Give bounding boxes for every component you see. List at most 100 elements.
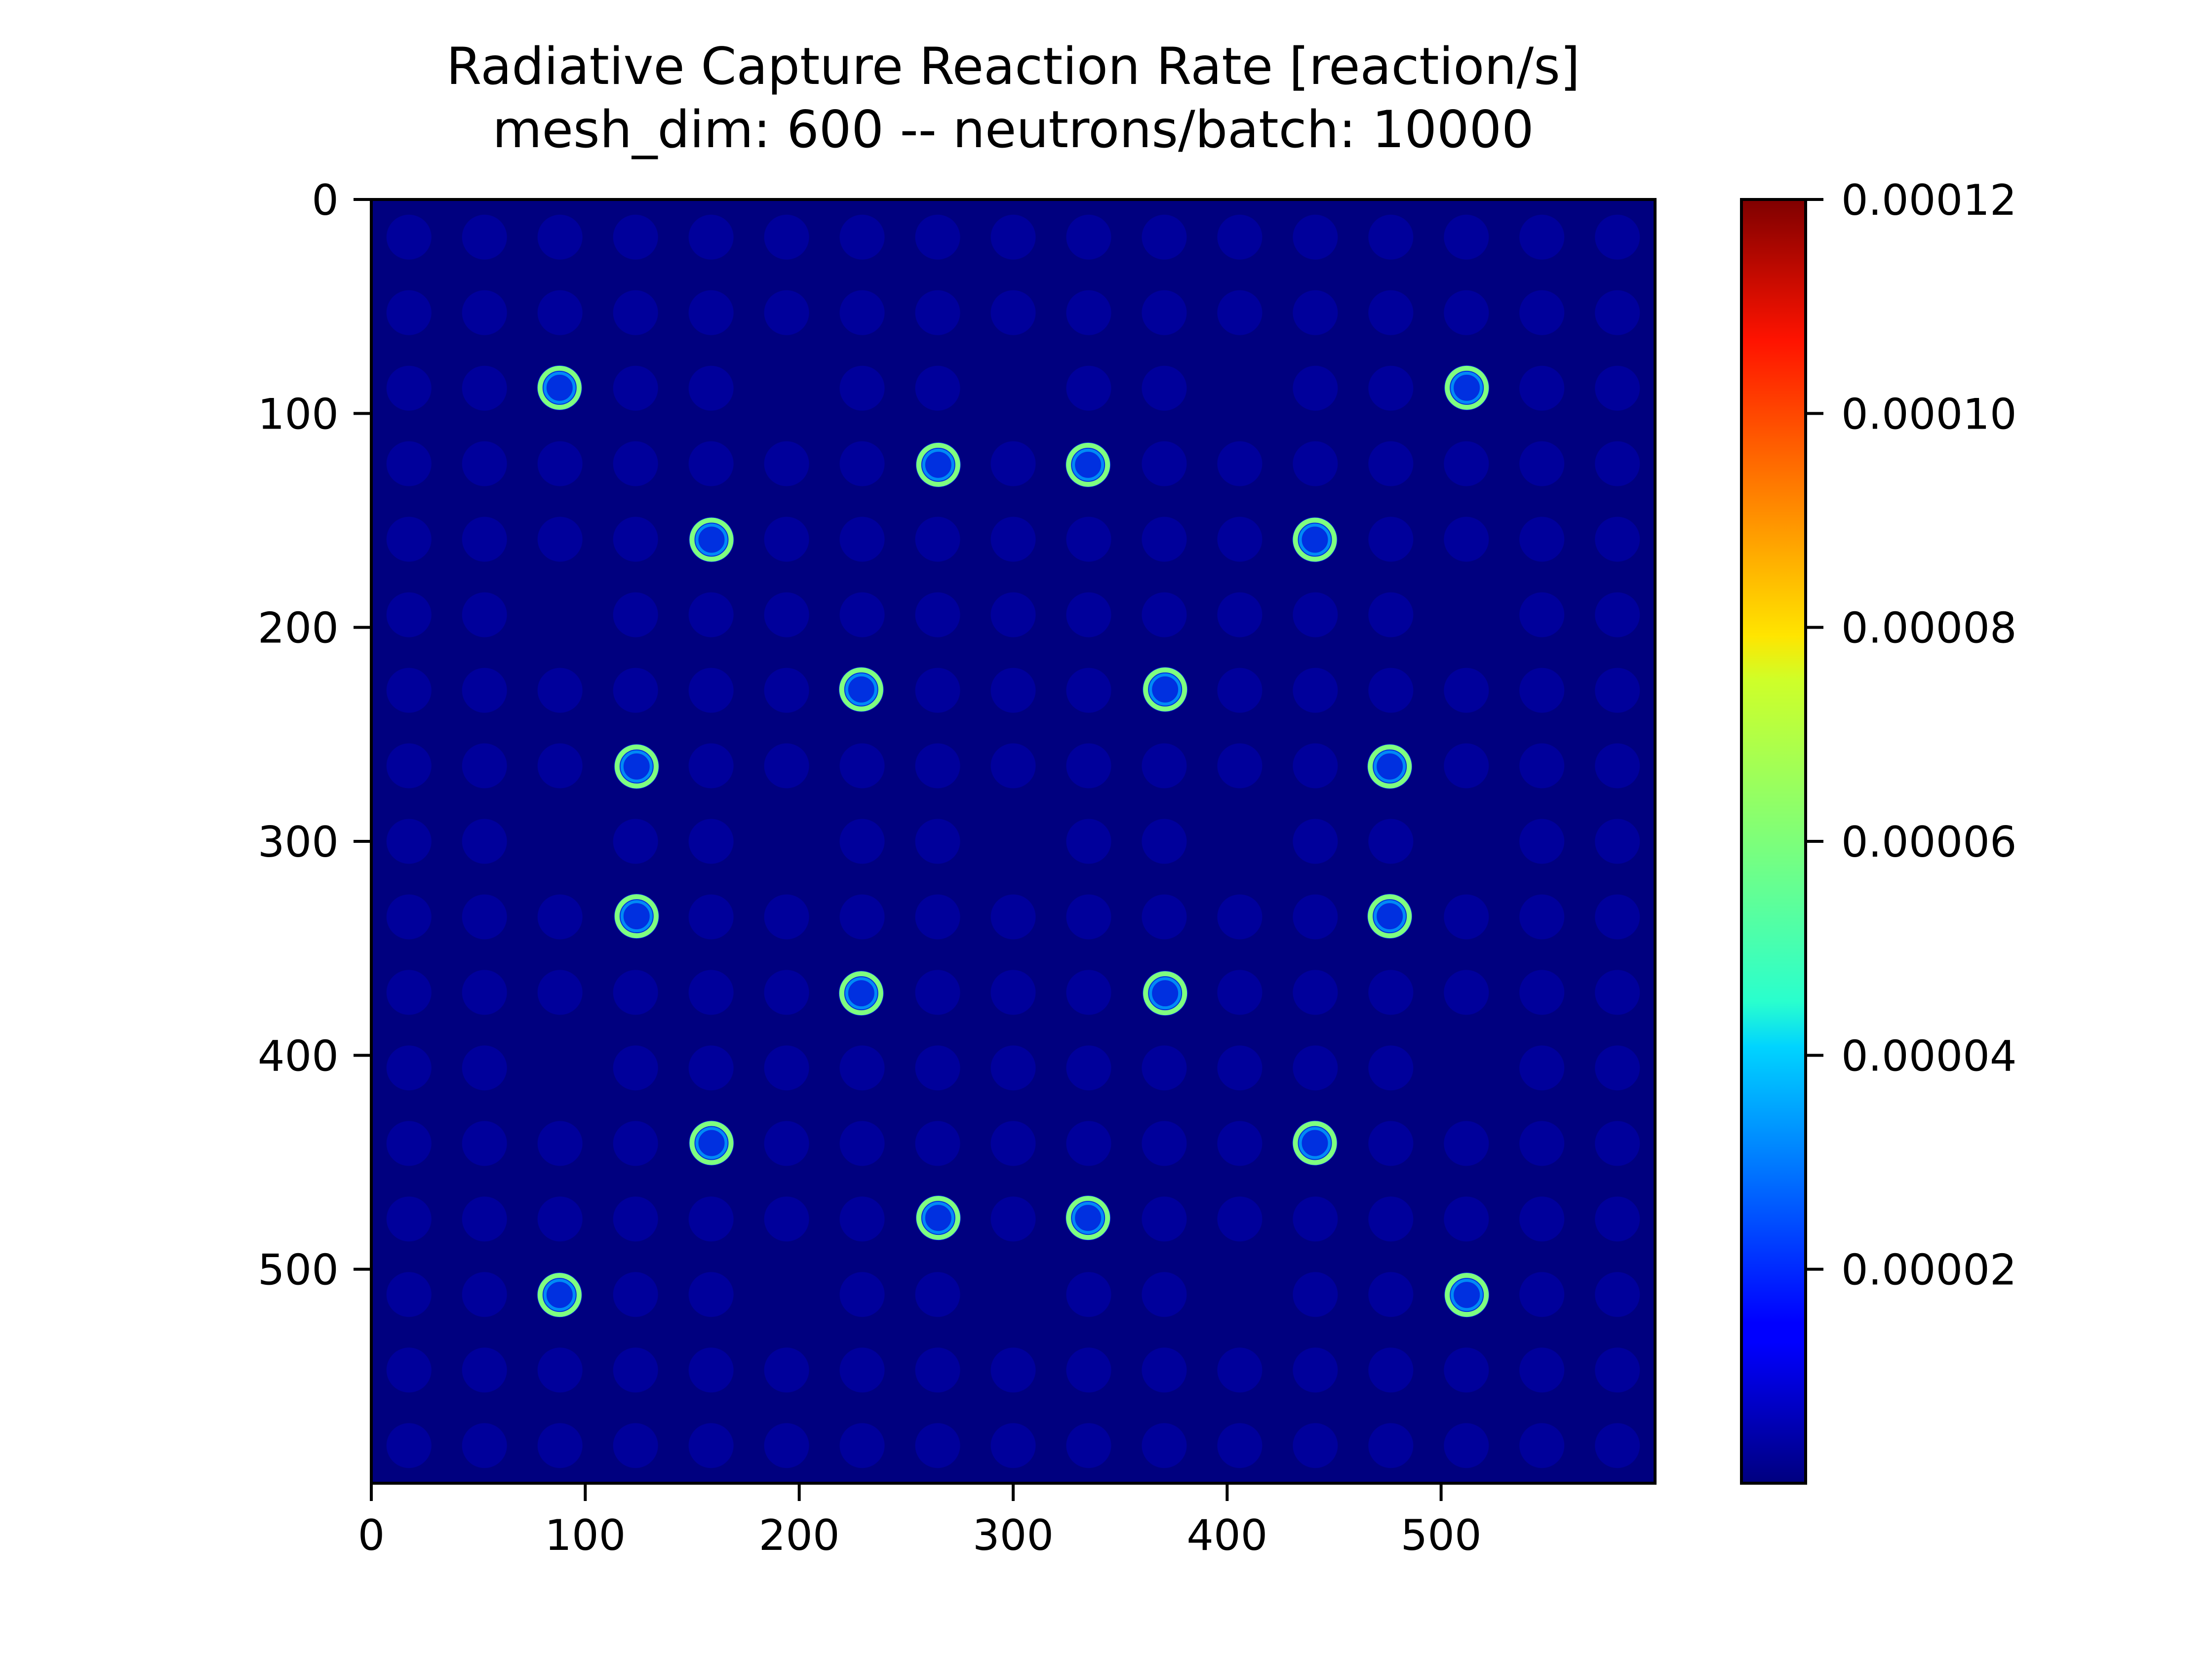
pin-cell <box>764 970 809 1015</box>
hot-pin-inner-ring <box>922 1202 954 1234</box>
pin-cell <box>688 894 734 940</box>
pin-cell <box>386 1196 432 1242</box>
hot-pin-inner-ring <box>1149 673 1182 706</box>
pin-cell <box>1444 290 1489 335</box>
hot-pin-rim <box>1445 1273 1489 1317</box>
pin-cell <box>764 516 809 562</box>
hot-pin-rim <box>1293 1121 1337 1165</box>
pin-cell <box>839 1121 885 1166</box>
pin-cell <box>613 592 658 637</box>
pin-cell <box>1293 1272 1338 1317</box>
pin-cell <box>915 1272 960 1317</box>
pin-cell <box>462 1347 507 1393</box>
pin-cell <box>688 1272 734 1317</box>
x-tick-label: 200 <box>759 1511 840 1560</box>
pin-cell <box>1293 1423 1338 1468</box>
pin-cell <box>386 1423 432 1468</box>
hot-pin-rim <box>614 744 659 789</box>
pin-cell <box>1444 1121 1489 1166</box>
pin-cell <box>1368 516 1414 562</box>
hot-pin <box>537 1272 582 1318</box>
pin-cell <box>1066 214 1111 260</box>
pin-cell <box>1066 1045 1111 1091</box>
x-tick-label: 100 <box>545 1511 626 1560</box>
pin-cell <box>1368 290 1414 335</box>
pin-cell <box>915 819 960 864</box>
pin-cell <box>613 1347 658 1393</box>
hot-pin-inner-ring <box>543 1279 576 1311</box>
pin-cell <box>1595 214 1640 260</box>
pin-cell <box>915 1045 960 1091</box>
hot-pin <box>1143 667 1188 712</box>
pin-cell <box>537 1423 583 1468</box>
colorbar-tick-label: 0.00002 <box>1841 1246 2017 1295</box>
pin-cell <box>915 516 960 562</box>
pin-cell <box>1217 1347 1263 1393</box>
pin-cell <box>537 743 583 789</box>
heatmap-background <box>371 199 1655 1483</box>
pin-cell <box>839 441 885 486</box>
hot-pin <box>614 894 659 939</box>
pin-cell <box>1217 743 1263 789</box>
pin-cell <box>462 1121 507 1166</box>
colorbar-tick-label: 0.00010 <box>1841 390 2017 439</box>
pin-cell <box>613 1045 658 1091</box>
hot-pin-inner-ring <box>543 371 576 404</box>
pin-cell <box>1519 894 1565 940</box>
pin-cell <box>1368 1423 1414 1468</box>
pin-cell <box>613 1196 658 1242</box>
pin-cell <box>1066 819 1111 864</box>
pin-cell <box>1066 894 1111 940</box>
hot-pin <box>1066 442 1111 487</box>
pin-cell <box>613 1272 658 1317</box>
pin-cell <box>1066 1121 1111 1166</box>
pin-cell <box>1293 819 1338 864</box>
pin-cell <box>990 441 1036 486</box>
pin-cell <box>839 1196 885 1242</box>
pin-cell <box>1595 1045 1640 1091</box>
pin-cell <box>764 743 809 789</box>
pin-cell <box>915 592 960 637</box>
pin-cell <box>764 668 809 713</box>
pin-cell <box>462 1196 507 1242</box>
hot-pin-rim <box>537 365 582 410</box>
pin-cell <box>613 516 658 562</box>
pin-cell <box>1595 441 1640 486</box>
pin-cell <box>1519 290 1565 335</box>
pin-cell <box>839 894 885 940</box>
pin-cell <box>839 743 885 789</box>
pin-cell <box>688 441 734 486</box>
pin-cell <box>839 214 885 260</box>
pin-cell <box>839 365 885 411</box>
y-tick-label: 0 <box>312 176 339 225</box>
pin-cell <box>613 970 658 1015</box>
pin-cell <box>839 290 885 335</box>
pin-cell <box>1595 894 1640 940</box>
pin-cell <box>1066 516 1111 562</box>
pin-cell <box>990 214 1036 260</box>
heatmap-image <box>371 199 1655 1483</box>
pin-cell <box>915 214 960 260</box>
pin-cell <box>764 214 809 260</box>
x-tick-label: 300 <box>973 1511 1054 1560</box>
hot-pin-inner-ring <box>695 1127 728 1159</box>
pin-cell <box>1595 1423 1640 1468</box>
hot-pin-rim <box>614 894 659 939</box>
pin-cell <box>1293 592 1338 637</box>
pin-cell <box>1595 743 1640 789</box>
pin-cell <box>688 1347 734 1393</box>
pin-cell <box>1217 668 1263 713</box>
pin-cell <box>613 365 658 411</box>
pin-cell <box>1142 1121 1187 1166</box>
pin-cell <box>1519 1045 1565 1091</box>
chart-title: Radiative Capture Reaction Rate [reactio… <box>446 37 1580 96</box>
pin-cell <box>1444 970 1489 1015</box>
pin-cell <box>537 894 583 940</box>
pin-cell <box>1595 516 1640 562</box>
pin-cell <box>1595 1347 1640 1393</box>
pin-cell <box>915 365 960 411</box>
pin-cell <box>1444 1423 1489 1468</box>
pin-cell <box>537 668 583 713</box>
pin-cell <box>1066 1347 1111 1393</box>
pin-cell <box>1519 214 1565 260</box>
